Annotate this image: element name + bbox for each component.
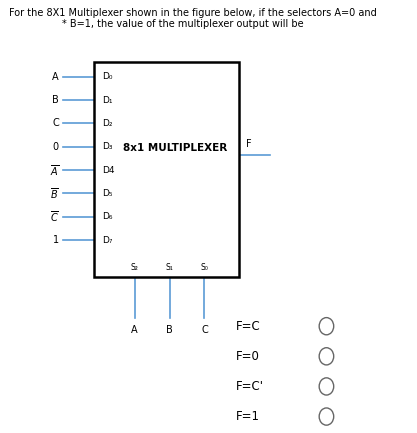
Text: S₀: S₀ — [201, 262, 208, 271]
Text: D₅: D₅ — [102, 189, 113, 198]
Bar — [94, 61, 239, 277]
Text: 1: 1 — [53, 235, 59, 245]
Text: D₂: D₂ — [102, 119, 113, 128]
Text: D₃: D₃ — [102, 142, 113, 151]
Text: $\overline{C}$: $\overline{C}$ — [50, 210, 59, 224]
Text: D4: D4 — [102, 165, 115, 174]
Text: D₇: D₇ — [102, 236, 113, 245]
Text: $\overline{B}$: $\overline{B}$ — [50, 186, 59, 201]
Text: C: C — [201, 325, 208, 335]
Text: D₁: D₁ — [102, 96, 113, 104]
Text: For the 8X1 Multiplexer shown in the figure below, if the selectors A=0 and: For the 8X1 Multiplexer shown in the fig… — [9, 8, 377, 18]
Text: C: C — [52, 118, 59, 129]
Text: F=C': F=C' — [236, 380, 264, 393]
Text: B: B — [52, 95, 59, 105]
Text: F=1: F=1 — [236, 410, 260, 423]
Text: S₂: S₂ — [131, 262, 138, 271]
Text: A: A — [52, 72, 59, 82]
Text: 8x1 MULTIPLEXER: 8x1 MULTIPLEXER — [123, 142, 228, 153]
Text: S₁: S₁ — [166, 262, 173, 271]
Text: D₆: D₆ — [102, 212, 113, 221]
Text: B: B — [166, 325, 173, 335]
Text: * B=1, the value of the multiplexer output will be: * B=1, the value of the multiplexer outp… — [62, 19, 304, 29]
Text: F=0: F=0 — [236, 350, 259, 363]
Text: $\overline{A}$: $\overline{A}$ — [50, 163, 59, 178]
Text: A: A — [131, 325, 138, 335]
Text: F=C: F=C — [236, 320, 260, 333]
Text: 0: 0 — [53, 142, 59, 152]
Text: F: F — [246, 139, 251, 149]
Text: D₀: D₀ — [102, 72, 113, 81]
